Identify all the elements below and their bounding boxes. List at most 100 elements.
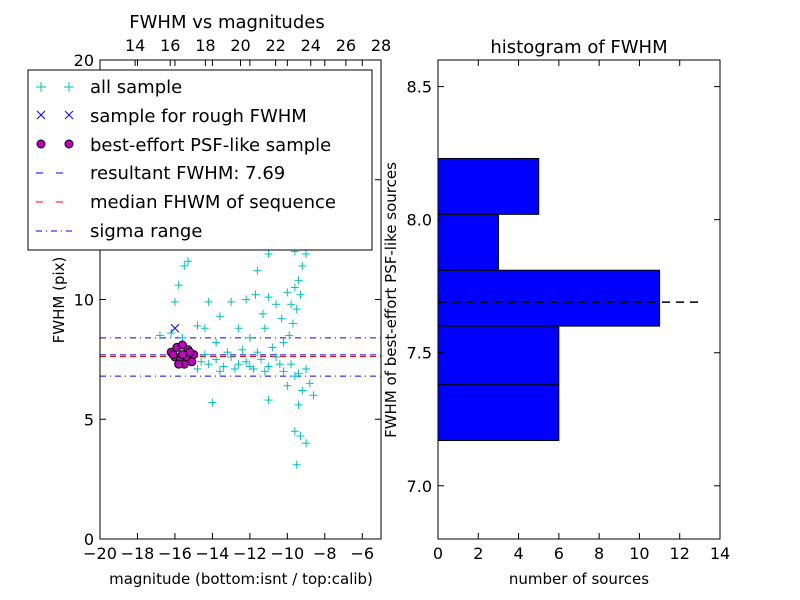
all-sample-point [302, 364, 311, 373]
all-sample-point [288, 319, 297, 328]
all-sample-point [155, 331, 164, 340]
legend-label: best-effort PSF-like sample [90, 135, 331, 156]
all-sample-point [298, 261, 307, 270]
x-tick-label: −10 [270, 544, 304, 563]
all-sample-point [180, 261, 189, 270]
y-tick-label: 5 [84, 410, 94, 429]
all-sample-point [230, 364, 239, 373]
legend-box [27, 69, 373, 251]
all-sample-point [219, 362, 228, 371]
x-tick-label: 8 [594, 544, 604, 563]
histogram-y-ticks: 7.0 7.5 8.0 8.5 [407, 78, 720, 496]
histogram-panel: 0 2 4 6 8 10 12 14 7.0 7.5 8.0 8.5 histogram of FW… [382, 37, 730, 588]
histogram-frame [437, 59, 721, 540]
legend-label: median FHWM of sequence [90, 192, 336, 213]
legend-marker-circle [36, 139, 74, 149]
legend-label: resultant FWHM: 7.69 [90, 163, 285, 184]
psf-sample-point [185, 347, 195, 357]
legend-entry-resultant: resultant FWHM: 7.69 [36, 163, 285, 184]
y-tick-label: 7.5 [407, 344, 432, 363]
histogram-xlabel: number of sources [509, 570, 649, 588]
all-sample-point [302, 439, 311, 448]
legend-label: all sample [90, 77, 182, 98]
all-sample-point [260, 367, 269, 376]
psf-sample-point [187, 357, 197, 367]
all-sample-point [264, 293, 273, 302]
all-sample-point [238, 345, 247, 354]
legend-entry-all-sample: all sample [36, 77, 182, 98]
top-tick-label: 22 [265, 36, 285, 55]
all-sample-point [215, 367, 224, 376]
scatter-title: FWHM vs magnitudes [129, 12, 324, 33]
x-tick-label: 14 [710, 544, 730, 563]
all-sample-point [287, 300, 296, 309]
legend-entry-psf-sample: best-effort PSF-like sample [36, 135, 331, 156]
x-tick-label: −6 [350, 544, 374, 563]
all-sample-point [200, 350, 209, 359]
all-sample-point [167, 329, 176, 338]
histogram-bar [437, 157, 540, 215]
top-tick-label: 18 [195, 36, 215, 55]
legend-entry-rough-sample: sample for rough FWHM [36, 106, 307, 127]
all-sample-point [279, 338, 288, 347]
y-tick-label: 20 [74, 51, 94, 70]
scatter-x-ticks: −20 −18 −16 −14 −12 −10 −8 −6 [83, 60, 374, 563]
all-sample-point [283, 288, 292, 297]
all-sample-point [264, 396, 273, 405]
all-sample-point [212, 338, 221, 347]
x-tick-label: 2 [473, 544, 483, 563]
scatter-xlabel: magnitude (bottom:isnt / top:calib) [109, 570, 373, 588]
x-tick-label: 10 [629, 544, 649, 563]
all-sample-point [200, 324, 209, 333]
scatter-top-ticks: 14 16 18 20 22 24 26 28 [125, 36, 391, 66]
histogram-bar [437, 269, 661, 327]
all-sample-point [296, 290, 305, 299]
all-sample-point [292, 460, 301, 469]
all-sample-point [264, 362, 273, 371]
legend-label: sigma range [90, 221, 202, 242]
histogram-bar [437, 325, 560, 386]
all-sample-point [279, 367, 288, 376]
all-sample-point [294, 276, 303, 285]
histogram-bar [437, 384, 560, 442]
all-sample-point [283, 381, 292, 390]
x-tick-label: −18 [121, 544, 155, 563]
all-sample-point [309, 391, 318, 400]
psf-sample-point [177, 350, 187, 360]
y-tick-label: 10 [74, 291, 94, 310]
all-sample-point [290, 372, 299, 381]
all-sample-point [242, 295, 251, 304]
legend: all sample sample for rough FWHM best-ef… [27, 69, 373, 251]
all-sample-point [277, 314, 286, 323]
all-sample-point [193, 321, 202, 330]
all-sample-point [251, 290, 260, 299]
all-sample-point [227, 297, 236, 306]
histogram-ylabel: FWHM of best-effort PSF-like sources [382, 162, 400, 438]
all-sample-point [174, 281, 183, 290]
histogram-title: histogram of FWHM [490, 37, 667, 58]
all-sample-point [302, 249, 311, 258]
legend-marker-plus [36, 82, 74, 92]
all-sample-point [264, 249, 273, 258]
histogram-bar [437, 213, 499, 271]
all-sample-point [257, 355, 266, 364]
all-sample-point [296, 432, 305, 441]
all-sample-point [272, 352, 281, 361]
x-tick-label: 6 [554, 544, 564, 563]
all-sample-point [234, 360, 243, 369]
top-tick-label: 24 [301, 36, 321, 55]
x-tick-label: −8 [313, 544, 337, 563]
all-sample-point [290, 427, 299, 436]
all-sample-point [294, 400, 303, 409]
top-tick-label: 16 [160, 36, 180, 55]
scatter-ylabel: FWHM (pix) [50, 257, 68, 344]
all-sample-point [184, 257, 193, 266]
all-sample-point [197, 357, 206, 366]
top-tick-label: 28 [371, 36, 391, 55]
all-sample-point [285, 331, 294, 340]
top-tick-label: 20 [230, 36, 250, 55]
x-tick-label: 0 [433, 544, 443, 563]
psf-sample-point [177, 340, 187, 350]
all-sample-point [292, 305, 301, 314]
